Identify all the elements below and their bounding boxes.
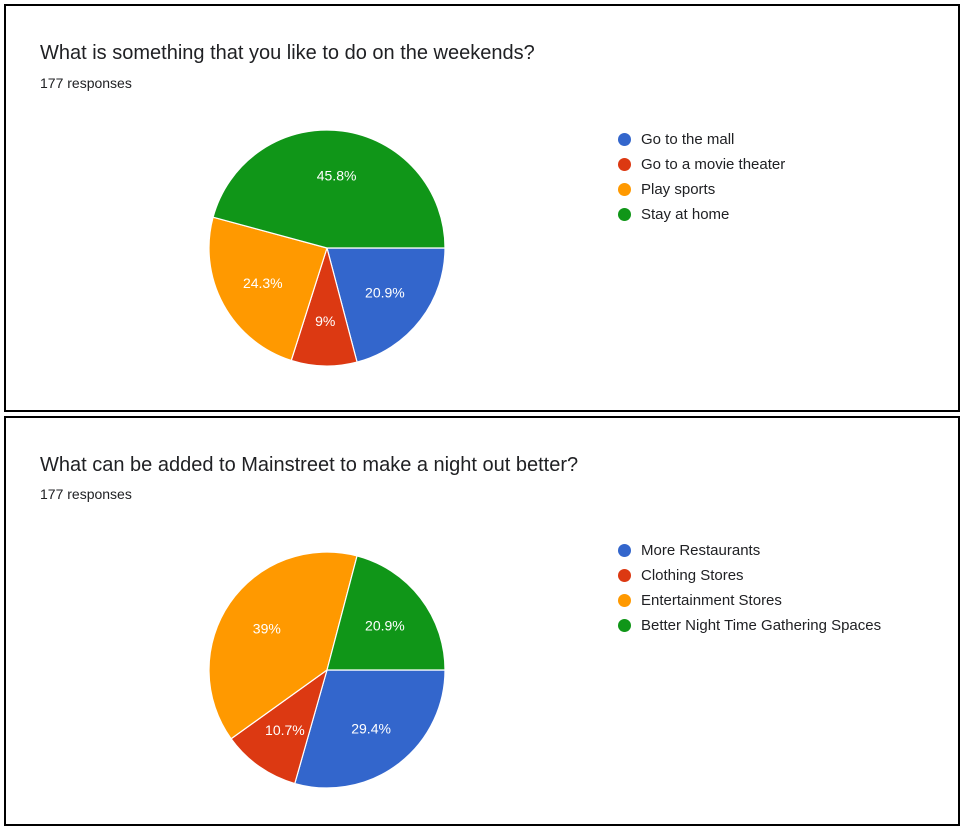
response-count: 177 responses — [40, 486, 132, 502]
legend-item-stay-at-home[interactable]: Stay at home — [618, 202, 785, 227]
legend-label: More Restaurants — [641, 542, 761, 559]
legend-item-more-restaurants[interactable]: More Restaurants — [618, 538, 881, 563]
slice-label-entertainment-stores: 39% — [253, 621, 281, 637]
pie-slice-more-restaurants[interactable] — [294, 669, 446, 789]
legend-swatch — [618, 133, 631, 146]
legend-swatch — [618, 158, 631, 171]
pie-chart-weekends: 20.9% 9% 24.3% 45.8% — [208, 129, 446, 367]
slice-label-more-restaurants: 29.4% — [351, 720, 391, 736]
legend-swatch — [618, 569, 631, 582]
legend-label: Better Night Time Gathering Spaces — [641, 617, 882, 634]
legend-label: Entertainment Stores — [641, 592, 782, 609]
legend-item-go-to-a-movie-theater[interactable]: Go to a movie theater — [618, 152, 785, 177]
legend-swatch — [618, 208, 631, 221]
legend: Go to the mall Go to a movie theater Play … — [618, 127, 785, 227]
chart-title: What is something that you like to do on… — [40, 42, 535, 64]
pie-slice-play-sports[interactable] — [208, 216, 328, 362]
legend-swatch — [618, 183, 631, 196]
legend-item-better-night-time-gathering-spaces[interactable]: Better Night Time Gathering Spaces — [618, 613, 881, 638]
legend-item-go-to-the-mall[interactable]: Go to the mall — [618, 127, 785, 152]
legend-item-play-sports[interactable]: Play sports — [618, 177, 785, 202]
pie-slice-go-to-the-mall[interactable] — [326, 247, 446, 363]
legend-label: Go to the mall — [641, 131, 735, 148]
legend-swatch — [618, 594, 631, 607]
pie-slice-stay-at-home[interactable] — [212, 129, 446, 249]
pie-slice-better-night-time-gathering-spaces[interactable] — [326, 555, 446, 671]
pie-slice-entertainment-stores[interactable] — [208, 551, 358, 740]
pie-slice-clothing-stores[interactable] — [230, 668, 329, 785]
slice-label-play-sports: 24.3% — [243, 275, 283, 291]
response-count: 177 responses — [40, 75, 132, 91]
chart-card-mainstreet: What can be added to Mainstreet to make … — [4, 416, 960, 826]
legend-item-entertainment-stores[interactable]: Entertainment Stores — [618, 588, 881, 613]
legend-label: Clothing Stores — [641, 567, 744, 584]
legend: More Restaurants Clothing Stores Entertain… — [618, 538, 881, 638]
chart-card-weekends: What is something that you like to do on… — [4, 4, 960, 412]
pie-chart-mainstreet: 29.4% 10.7% 39% 20.9% — [208, 551, 446, 789]
legend-swatch — [618, 619, 631, 632]
legend-label: Go to a movie theater — [641, 156, 786, 173]
legend-label: Play sports — [641, 181, 716, 198]
chart-title: What can be added to Mainstreet to make … — [40, 454, 579, 476]
slice-label-better-night-time-gathering-spaces: 20.9% — [365, 617, 405, 633]
slice-label-clothing-stores: 10.7% — [265, 722, 305, 738]
slice-label-go-to-the-mall: 20.9% — [365, 285, 405, 301]
legend-label: Stay at home — [641, 206, 730, 223]
legend-item-clothing-stores[interactable]: Clothing Stores — [618, 563, 881, 588]
slice-label-go-to-a-movie-theater: 9% — [315, 313, 335, 329]
legend-swatch — [618, 544, 631, 557]
slice-label-stay-at-home: 45.8% — [317, 168, 357, 184]
